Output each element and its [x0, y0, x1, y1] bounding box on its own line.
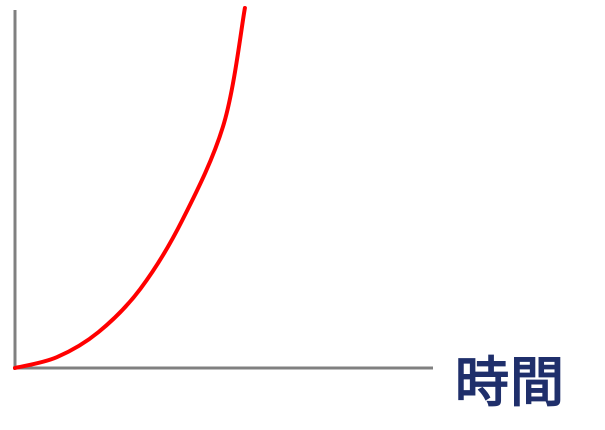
series-layer: [13, 6, 247, 370]
x-axis-label: 時間: [455, 351, 565, 414]
series-line-0: [13, 6, 247, 370]
